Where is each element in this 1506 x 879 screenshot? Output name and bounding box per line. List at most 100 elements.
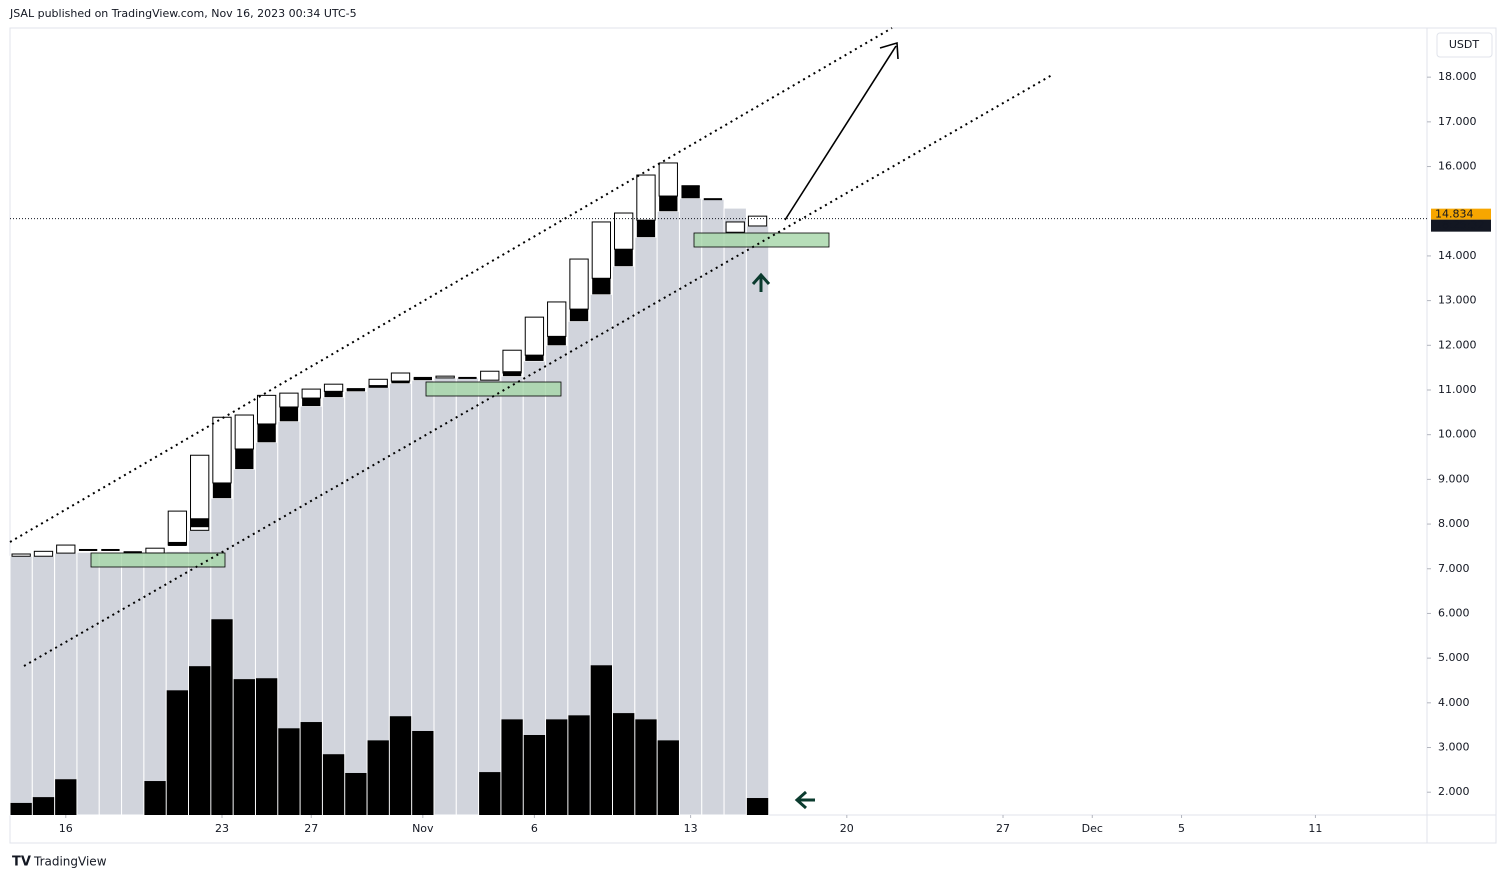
price-tag <box>1431 208 1491 220</box>
price-column <box>321 396 346 816</box>
price-column <box>31 555 56 816</box>
candle-box <box>391 381 410 384</box>
x-tick-label: 27 <box>996 822 1010 835</box>
candle-body <box>256 394 277 425</box>
x-tick-label: 16 <box>59 822 73 835</box>
volume-bar <box>189 666 211 815</box>
candle-box <box>569 309 589 322</box>
up-arrow <box>751 272 771 292</box>
candle-body <box>323 383 344 392</box>
candle-body <box>502 349 522 374</box>
plot <box>9 162 1427 816</box>
y-tick-label: 18.000 <box>1438 70 1477 83</box>
y-tick-label: 6.000 <box>1438 606 1470 619</box>
candle-box <box>190 518 209 528</box>
y-tick-label: 2.000 <box>1438 785 1470 798</box>
header: JSAL published on TradingView.com, Nov 1… <box>9 7 357 20</box>
candle-body <box>390 372 411 382</box>
candle-box <box>279 406 299 422</box>
volume-bar <box>345 772 367 815</box>
price-column <box>76 551 100 816</box>
y-tick-label: 4.000 <box>1438 696 1470 709</box>
volume-bar <box>523 735 546 815</box>
candle-box <box>614 249 633 267</box>
volume-bar <box>10 802 32 815</box>
y-tick-label: 14.000 <box>1438 249 1477 262</box>
candle-body <box>703 198 723 201</box>
price-column <box>701 198 725 816</box>
x-tick-label: 27 <box>304 822 318 835</box>
volume-bar <box>613 713 635 815</box>
price-column <box>656 210 680 816</box>
x-tick-label: 13 <box>684 822 698 835</box>
footer: TradingView <box>33 855 107 869</box>
left-arrow <box>794 790 815 810</box>
candle-body <box>435 375 455 379</box>
candle-body <box>569 258 589 310</box>
candle-box <box>235 448 254 470</box>
price-column <box>121 551 145 816</box>
price-column <box>478 379 502 816</box>
x-tick-label: Dec <box>1082 822 1103 835</box>
logo-mark: TV <box>12 855 31 870</box>
price-label: 14.834 <box>1435 208 1474 221</box>
arrow <box>784 45 897 221</box>
candle-body <box>167 510 188 546</box>
x-tick-label: 20 <box>840 822 854 835</box>
candle-box <box>346 389 366 392</box>
y-tick-label: 8.000 <box>1438 517 1470 530</box>
y-tick-label: 7.000 <box>1438 562 1470 575</box>
volume-bar <box>546 719 568 815</box>
price-column <box>98 551 123 816</box>
price-column <box>9 555 33 816</box>
volume-bar <box>32 797 55 815</box>
candle-body <box>234 414 254 450</box>
volume-bar <box>657 740 679 815</box>
volume-bar <box>746 798 769 815</box>
candle-body <box>301 388 321 399</box>
candle-box <box>212 482 232 499</box>
candle-body <box>145 547 165 554</box>
candle-body <box>11 553 31 557</box>
price-column <box>723 207 747 816</box>
candle-body <box>56 544 76 554</box>
x-tick-label: 6 <box>531 822 538 835</box>
x-tick-label: 23 <box>215 822 229 835</box>
volume-bar <box>501 719 523 815</box>
price-column <box>433 377 457 816</box>
volume-bar <box>300 722 322 815</box>
y-tick-label: 17.000 <box>1438 115 1477 128</box>
axes: 2.000 3.000 4.000 5.000 6.000 7.000 8.000 9.000… <box>59 70 1491 835</box>
candle-box <box>502 371 522 377</box>
x-tick-label: 11 <box>1308 822 1322 835</box>
candle-box <box>302 398 321 407</box>
candle-box <box>681 186 700 199</box>
volume-bar <box>144 781 166 815</box>
volume-bar <box>568 715 590 815</box>
candle-body <box>190 454 210 531</box>
y-tick-label: 9.000 <box>1438 472 1470 485</box>
x-tick-label: Nov <box>412 822 434 835</box>
y-tick-label: 13.000 <box>1438 294 1477 307</box>
price-column <box>678 197 703 816</box>
arrow-head <box>879 41 899 60</box>
candle-body <box>636 174 656 221</box>
candle-body <box>591 221 612 279</box>
volume-bar <box>412 730 434 815</box>
price-column <box>54 552 78 816</box>
frame <box>9 27 1497 844</box>
candle-box <box>525 355 544 361</box>
volume-bar <box>367 740 389 815</box>
candle-body <box>524 316 545 356</box>
candle-body <box>480 370 500 381</box>
candle-box <box>257 423 276 443</box>
candle-box <box>369 385 388 388</box>
candle-body <box>458 376 477 379</box>
price-column <box>344 390 368 816</box>
candle-body <box>658 162 678 197</box>
volume-bar <box>255 678 278 815</box>
volume-bar <box>233 679 255 815</box>
currency-box[interactable] <box>1436 32 1493 58</box>
volume-bar <box>389 716 412 815</box>
